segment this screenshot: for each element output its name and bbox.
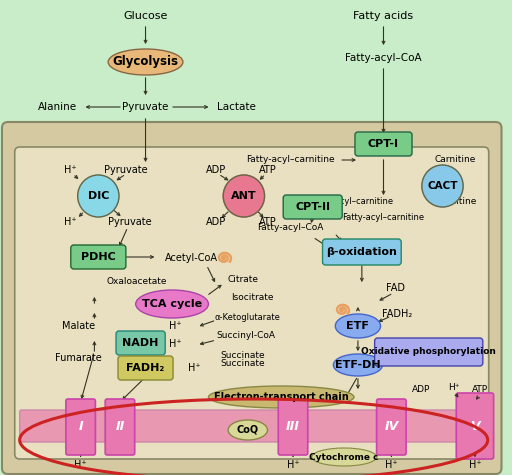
Text: TCA cycle: TCA cycle (142, 299, 202, 309)
Text: Acetyl-CoA: Acetyl-CoA (165, 253, 218, 263)
Text: Carnitine: Carnitine (435, 155, 476, 164)
Text: ANT: ANT (231, 191, 257, 201)
Ellipse shape (136, 290, 208, 318)
Text: Glucose: Glucose (123, 11, 168, 21)
Circle shape (223, 175, 265, 217)
Text: α-Ketoglutarate: α-Ketoglutarate (215, 313, 281, 322)
FancyBboxPatch shape (355, 132, 412, 156)
Text: H⁺: H⁺ (287, 460, 300, 470)
Text: Fatty acids: Fatty acids (353, 11, 414, 21)
Text: Fatty-acyl–CoA: Fatty-acyl–CoA (345, 53, 422, 63)
Text: IV: IV (384, 420, 398, 434)
Text: CPT-II: CPT-II (295, 202, 330, 212)
Text: ADP: ADP (206, 165, 226, 175)
Ellipse shape (312, 448, 377, 466)
FancyBboxPatch shape (2, 122, 501, 474)
Ellipse shape (333, 354, 382, 376)
Text: Fatty-acyl–carnitine: Fatty-acyl–carnitine (311, 198, 393, 207)
Text: H⁺: H⁺ (385, 460, 398, 470)
FancyBboxPatch shape (377, 399, 406, 455)
Ellipse shape (208, 386, 354, 408)
Text: H⁺: H⁺ (75, 403, 87, 412)
Text: NADH: NADH (122, 338, 159, 348)
Text: III: III (286, 420, 300, 434)
Text: V: V (470, 419, 480, 433)
Text: Pyruvate: Pyruvate (122, 102, 169, 112)
Text: Oxaloacetate: Oxaloacetate (106, 277, 167, 286)
Text: Electron-transport chain: Electron-transport chain (214, 392, 349, 402)
Text: H⁺: H⁺ (65, 165, 77, 175)
Text: H⁺: H⁺ (449, 383, 460, 392)
FancyBboxPatch shape (323, 239, 401, 265)
FancyBboxPatch shape (375, 338, 483, 366)
Text: ATP: ATP (472, 386, 488, 395)
Ellipse shape (108, 49, 183, 75)
Text: Fatty-acyl–carnitine: Fatty-acyl–carnitine (343, 213, 424, 222)
FancyBboxPatch shape (283, 195, 342, 219)
Text: I: I (78, 420, 83, 434)
Text: FADH₂: FADH₂ (382, 309, 412, 319)
Ellipse shape (335, 314, 380, 338)
Text: Malate: Malate (62, 321, 95, 331)
Text: H⁺: H⁺ (65, 217, 77, 227)
Text: FAD: FAD (386, 283, 405, 293)
Text: ATP: ATP (259, 165, 276, 175)
Text: Alanine: Alanine (37, 102, 77, 112)
Ellipse shape (228, 420, 267, 440)
Text: Succinyl-CoA: Succinyl-CoA (217, 332, 275, 341)
Text: PDHC: PDHC (81, 252, 116, 262)
Text: H⁺: H⁺ (74, 460, 87, 470)
Text: Cytochrome c: Cytochrome c (309, 453, 379, 462)
FancyBboxPatch shape (19, 410, 468, 442)
Text: ETF-DH: ETF-DH (335, 360, 381, 370)
Text: Lactate: Lactate (217, 102, 255, 112)
FancyBboxPatch shape (71, 245, 126, 269)
Text: Isocitrate: Isocitrate (231, 294, 274, 303)
Text: CPT-I: CPT-I (368, 139, 399, 149)
Text: Pyruvate: Pyruvate (104, 165, 147, 175)
Text: Carnitine: Carnitine (436, 198, 477, 207)
Circle shape (78, 175, 119, 217)
Text: CACT: CACT (427, 181, 458, 191)
FancyBboxPatch shape (118, 356, 173, 380)
Text: H⁺: H⁺ (169, 339, 181, 349)
FancyBboxPatch shape (66, 399, 95, 455)
Text: ETF: ETF (347, 321, 369, 331)
FancyBboxPatch shape (116, 331, 165, 355)
Text: ADP: ADP (412, 386, 430, 395)
FancyBboxPatch shape (105, 399, 135, 455)
FancyBboxPatch shape (456, 393, 494, 459)
Text: CoQ: CoQ (237, 425, 259, 435)
Text: Fatty-acyl–CoA: Fatty-acyl–CoA (257, 224, 323, 232)
Text: Fatty-acyl–carnitine: Fatty-acyl–carnitine (246, 155, 334, 164)
Text: H⁺: H⁺ (287, 403, 299, 412)
Text: II: II (115, 420, 124, 434)
Text: H⁺: H⁺ (386, 403, 397, 412)
Text: H⁺: H⁺ (468, 460, 481, 470)
Text: FADH₂: FADH₂ (126, 363, 165, 373)
Text: ADP: ADP (206, 217, 226, 227)
Text: H⁺: H⁺ (188, 363, 201, 373)
Text: Fumarate: Fumarate (55, 353, 102, 363)
Text: H⁺: H⁺ (169, 321, 181, 331)
Text: β-oxidation: β-oxidation (327, 247, 397, 257)
Circle shape (422, 165, 463, 207)
Text: Succinate: Succinate (221, 351, 265, 360)
FancyBboxPatch shape (279, 399, 308, 455)
Text: Glycolysis: Glycolysis (113, 56, 179, 68)
FancyBboxPatch shape (15, 147, 489, 459)
Text: Oxidative phosphorylation: Oxidative phosphorylation (361, 348, 496, 357)
Text: ATP: ATP (259, 217, 276, 227)
Text: Pyruvate: Pyruvate (108, 217, 152, 227)
Text: Succinate: Succinate (221, 360, 265, 369)
Text: Citrate: Citrate (227, 275, 259, 284)
Text: DIC: DIC (88, 191, 109, 201)
